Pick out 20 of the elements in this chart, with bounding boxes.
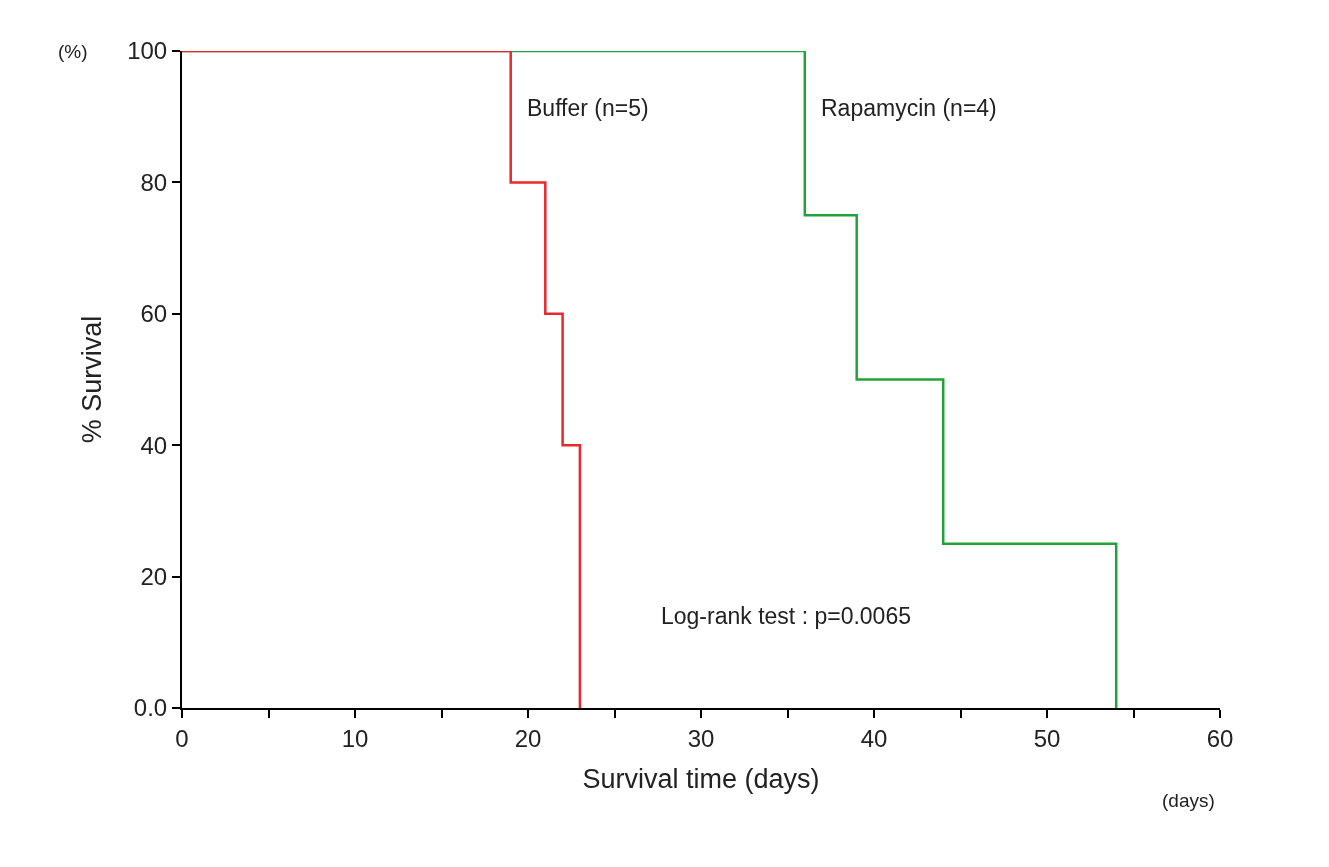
y-tick-label: 40 [140, 431, 168, 459]
y-tick-label: 0.0 [133, 694, 168, 722]
y-tick-label: 20 [140, 563, 168, 590]
x-tick-label: 40 [860, 724, 888, 752]
x-axis-title: Survival time (days) [582, 763, 820, 794]
annotation: Log-rank test : p=0.0065 [661, 603, 911, 629]
x-tick-label: 30 [687, 724, 715, 752]
y-tick-label: 100 [127, 37, 168, 65]
x-tick-label: 20 [514, 724, 542, 752]
x-tick-label: 60 [1206, 724, 1234, 752]
y-tick-label: 60 [140, 300, 168, 328]
series-label: Rapamycin (n=4) [821, 95, 997, 121]
y-axis-title: % Survival [76, 315, 107, 444]
x-tick-label: 50 [1033, 724, 1061, 752]
y-tick-label: 80 [140, 168, 168, 196]
series-label: Buffer (n=5) [527, 95, 649, 121]
text: (days) [1162, 790, 1215, 811]
x-tick-label: 10 [341, 724, 369, 752]
x-tick-label: 0 [175, 724, 189, 752]
text: (%) [58, 41, 88, 62]
